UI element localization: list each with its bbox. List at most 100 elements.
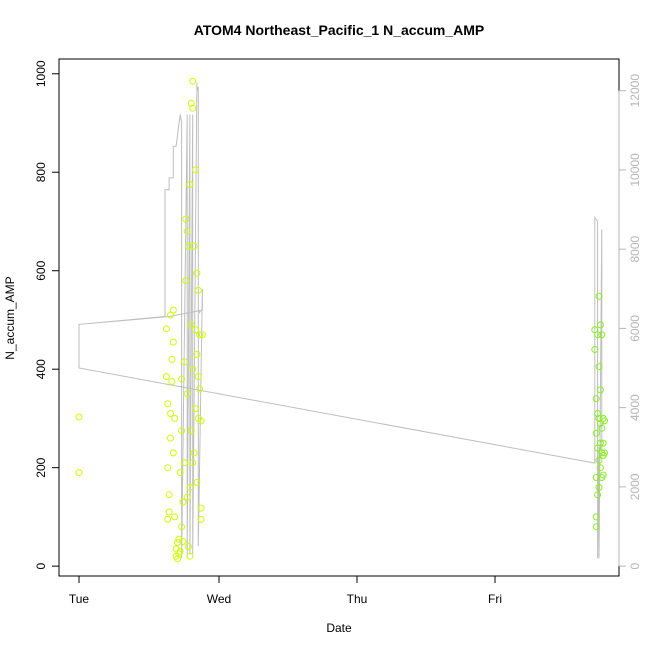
y2-tick-label: 12000 bbox=[628, 74, 642, 108]
secondary-y-axis: 0 2000 4000 6000 8000 10000 12000 bbox=[618, 74, 642, 569]
data-point bbox=[182, 215, 190, 223]
data-point bbox=[595, 414, 603, 422]
data-point bbox=[174, 555, 181, 563]
y-tick-label: 400 bbox=[34, 359, 48, 379]
data-point bbox=[168, 378, 176, 385]
y2-tick-label: 10000 bbox=[628, 153, 642, 187]
data-point bbox=[75, 469, 83, 477]
y2-tick-label: 8000 bbox=[628, 235, 642, 262]
data-point bbox=[189, 77, 197, 85]
x-tick-label: Tue bbox=[69, 592, 90, 606]
y-axis: 0 200 400 600 800 1000 bbox=[34, 60, 60, 569]
data-point bbox=[186, 181, 194, 189]
chart-title: ATOM4 Northeast_Pacific_1 N_accum_AMP bbox=[194, 22, 484, 38]
data-point bbox=[182, 277, 190, 285]
data-point bbox=[592, 429, 600, 437]
data-point bbox=[197, 515, 205, 523]
secondary-series-line bbox=[78, 82, 603, 559]
data-point bbox=[189, 365, 197, 373]
data-point bbox=[169, 449, 177, 457]
y-tick-label: 1000 bbox=[34, 60, 48, 87]
data-point bbox=[183, 493, 191, 501]
data-point bbox=[165, 508, 173, 516]
data-point bbox=[196, 385, 204, 393]
data-point bbox=[186, 552, 194, 560]
data-point bbox=[162, 373, 170, 381]
data-point bbox=[197, 504, 205, 512]
data-point bbox=[178, 427, 186, 435]
data-point bbox=[595, 292, 603, 300]
data-point bbox=[595, 363, 603, 371]
data-point bbox=[595, 483, 603, 491]
data-point bbox=[594, 331, 602, 339]
data-point bbox=[187, 321, 195, 329]
data-point bbox=[192, 166, 199, 174]
data-point bbox=[599, 439, 607, 447]
x-tick-label: Thu bbox=[347, 592, 368, 606]
data-point bbox=[176, 547, 184, 555]
data-point bbox=[189, 104, 197, 112]
secondary-line-layer bbox=[78, 82, 603, 559]
data-point bbox=[194, 373, 202, 381]
y-tick-label: 800 bbox=[34, 162, 48, 182]
data-point bbox=[596, 439, 604, 447]
data-point bbox=[164, 400, 172, 408]
data-point bbox=[592, 395, 600, 403]
data-point bbox=[168, 355, 176, 363]
data-point bbox=[596, 321, 604, 329]
data-point bbox=[167, 434, 174, 442]
x-axis-label: Date bbox=[326, 621, 352, 635]
data-point bbox=[167, 410, 174, 417]
data-point bbox=[171, 414, 179, 422]
data-point bbox=[178, 523, 186, 531]
data-point bbox=[187, 427, 195, 435]
y-axis-label: N_accum_AMP bbox=[3, 276, 17, 359]
data-point bbox=[165, 491, 173, 499]
data-point bbox=[197, 417, 205, 425]
points-layer bbox=[75, 77, 608, 563]
y-tick-label: 200 bbox=[34, 457, 48, 477]
data-point bbox=[169, 306, 177, 314]
data-point bbox=[178, 375, 186, 383]
x-tick-label: Wed bbox=[207, 592, 231, 606]
data-point bbox=[192, 405, 199, 413]
data-point bbox=[598, 331, 606, 339]
data-point bbox=[186, 483, 194, 491]
data-point bbox=[601, 449, 608, 457]
data-point bbox=[190, 242, 198, 250]
data-point bbox=[592, 513, 600, 521]
data-point bbox=[594, 410, 602, 417]
x-tick-label: Fri bbox=[488, 592, 502, 606]
data-point bbox=[194, 286, 202, 294]
y-tick-label: 600 bbox=[34, 260, 48, 280]
data-point bbox=[193, 478, 201, 486]
data-point bbox=[183, 227, 191, 235]
data-point bbox=[185, 543, 192, 550]
data-point bbox=[179, 498, 187, 506]
y2-tick-label: 0 bbox=[628, 562, 642, 569]
data-point bbox=[193, 350, 201, 358]
data-point bbox=[183, 390, 191, 398]
data-point bbox=[598, 424, 606, 432]
y-tick-label: 0 bbox=[34, 562, 48, 569]
data-point bbox=[591, 346, 599, 353]
data-point bbox=[180, 358, 188, 366]
data-point bbox=[595, 456, 603, 464]
data-point bbox=[193, 269, 201, 277]
plot-frame bbox=[58, 58, 620, 577]
data-point bbox=[187, 99, 195, 107]
data-point bbox=[594, 491, 602, 499]
y2-tick-label: 4000 bbox=[628, 394, 642, 421]
data-point bbox=[599, 471, 607, 479]
data-point bbox=[601, 417, 608, 425]
data-point bbox=[75, 413, 83, 421]
data-point bbox=[171, 513, 179, 521]
data-point bbox=[176, 469, 184, 477]
data-point bbox=[190, 449, 198, 457]
data-point bbox=[596, 386, 604, 394]
data-point bbox=[169, 338, 177, 346]
data-point bbox=[592, 523, 600, 531]
data-point bbox=[180, 459, 188, 467]
data-point bbox=[196, 331, 204, 339]
